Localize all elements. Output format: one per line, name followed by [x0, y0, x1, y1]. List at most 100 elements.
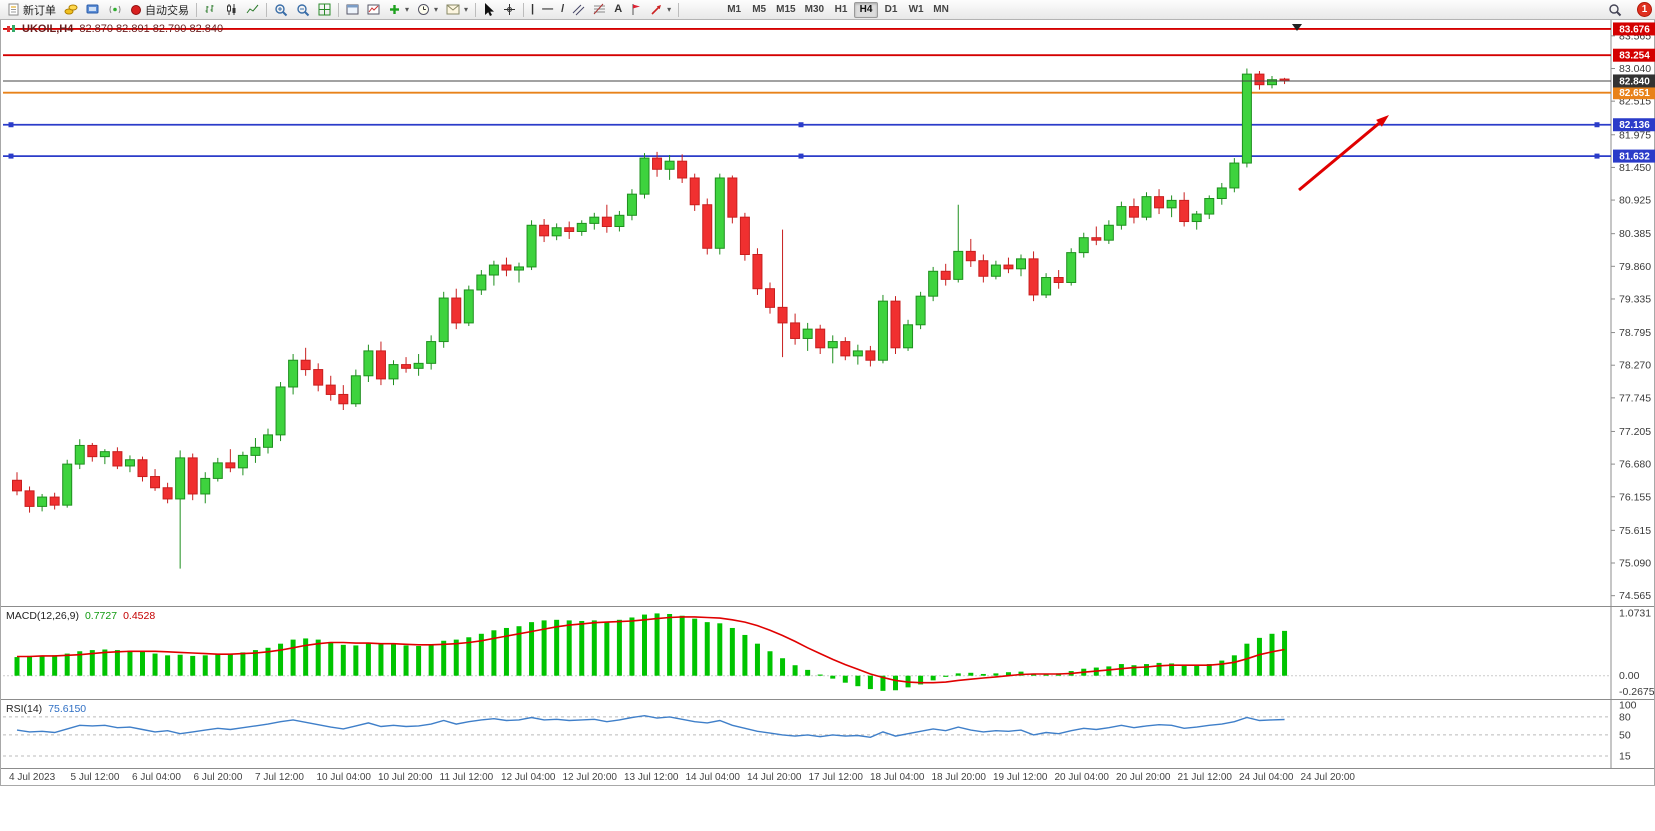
window-chart-icon — [367, 4, 380, 15]
timeframe-button-mn[interactable]: MN — [933, 4, 949, 15]
time-axis[interactable]: 4 Jul 2023 5 Jul 12:00 6 Jul 04:00 6 Jul 20… — [1, 768, 1654, 785]
time-label: 7 Jul 12:00 — [255, 772, 304, 783]
candle — [1028, 251, 1039, 302]
macd-histogram-bar — [165, 655, 171, 676]
price-tick-label: 80.385 — [1619, 228, 1651, 240]
zoom-out-button[interactable] — [292, 1, 314, 18]
candle — [1229, 158, 1240, 193]
autotrading-button[interactable]: 自动交易 — [126, 1, 193, 18]
macd-histogram-bar — [1194, 665, 1200, 676]
candle — [451, 288, 462, 330]
equidistant-channel-button[interactable] — [568, 1, 589, 18]
candle — [112, 447, 123, 470]
fibonacci-button[interactable] — [589, 1, 610, 18]
macd-histogram-bar — [315, 639, 321, 676]
line-handle[interactable] — [8, 122, 14, 128]
price-badge — [1613, 86, 1655, 100]
timeframe-button-m15[interactable]: M15 — [776, 4, 796, 15]
candle — [865, 345, 876, 367]
macd-histogram-bar — [14, 657, 20, 676]
macd-histogram-bar — [704, 622, 710, 676]
vertical-line-icon: | — [531, 3, 535, 15]
line-handle[interactable] — [798, 122, 804, 128]
clock-icon — [418, 4, 430, 15]
timeframe-button-h4[interactable]: H4 — [854, 1, 879, 18]
indicators-window-button[interactable] — [342, 1, 363, 18]
periods-dropdown-button[interactable]: ▾ — [413, 1, 442, 18]
line-handle[interactable] — [8, 153, 14, 159]
arrows-dropdown-button[interactable]: ▾ — [646, 1, 675, 18]
bar-chart-button[interactable] — [200, 1, 221, 18]
crosshair-button[interactable] — [499, 1, 520, 18]
macd-histogram-bar — [39, 656, 45, 676]
time-label: 5 Jul 12:00 — [70, 772, 120, 783]
timeframe-button-w1[interactable]: W1 — [908, 4, 924, 15]
macd-histogram-bar — [290, 639, 296, 676]
timeframe-button-m30[interactable]: M30 — [804, 4, 825, 15]
macd-histogram-bar — [27, 655, 33, 676]
line-chart-button[interactable] — [242, 1, 263, 18]
timeframe-button-m5[interactable]: M5 — [752, 4, 767, 15]
line-handle[interactable] — [798, 153, 804, 159]
horizontal-line-button[interactable]: — — [538, 1, 557, 18]
new-order-button[interactable]: 新订单 — [3, 1, 60, 18]
candlestick-chart-button[interactable] — [221, 1, 242, 18]
timeframe-button-m1[interactable]: M1 — [727, 4, 742, 15]
add-indicator-button[interactable]: ▾ — [384, 1, 413, 18]
candle — [1241, 68, 1252, 168]
dropdown-caret-icon: ▾ — [464, 5, 469, 14]
macd-histogram-bar — [1206, 664, 1212, 676]
templates-dropdown-button[interactable]: ▾ — [442, 1, 472, 18]
trendline-button[interactable]: / — [557, 1, 568, 18]
charts-button[interactable] — [60, 1, 82, 18]
candle — [438, 291, 449, 348]
candle — [225, 449, 236, 473]
candle — [1041, 273, 1052, 299]
autotrading-status-icon — [131, 4, 141, 15]
cursor-button[interactable] — [479, 1, 499, 18]
objects-window-button[interactable] — [363, 1, 384, 18]
text-button[interactable]: A — [610, 1, 626, 18]
search-button[interactable] — [1604, 1, 1626, 18]
macd-histogram-bar — [541, 620, 547, 676]
candle — [150, 469, 161, 491]
text-label-button[interactable] — [626, 1, 646, 18]
macd-histogram-bar — [742, 634, 748, 676]
macd-histogram-bar — [654, 613, 660, 676]
chart-window: 83.565 83.040 82.515 81.975 81.450 80.925 80.3… — [0, 20, 1655, 786]
signals-button[interactable] — [104, 1, 126, 18]
price-tick-label: 81.975 — [1619, 129, 1651, 141]
line-handle[interactable] — [1594, 122, 1600, 128]
scroll-position-marker[interactable] — [1292, 24, 1302, 31]
candle — [564, 221, 575, 239]
annotation-arrow-head[interactable] — [1376, 115, 1389, 127]
zoom-in-button[interactable] — [270, 1, 292, 18]
macd-canvas[interactable]: 1.0731 0.00 -0.2675 — [1, 607, 1655, 699]
dropdown-caret-icon: ▾ — [434, 5, 439, 14]
rsi-line — [16, 714, 1285, 739]
candle — [463, 285, 474, 327]
rsi-axis-label: 15 — [1619, 750, 1631, 762]
macd-histogram-bar — [127, 650, 133, 676]
candle — [1003, 257, 1014, 274]
vertical-line-button[interactable]: | — [527, 1, 538, 18]
timeframe-button-d1[interactable]: D1 — [884, 4, 898, 15]
macd-histogram-bar — [466, 637, 472, 676]
cursor-icon — [485, 3, 495, 16]
tile-windows-button[interactable] — [314, 1, 335, 18]
main-chart-canvas[interactable]: 83.56583.04082.51581.97581.45080.92580.3… — [1, 20, 1655, 606]
timeframe-button-h1[interactable]: H1 — [834, 4, 848, 15]
market-watch-button[interactable] — [82, 1, 104, 18]
candle — [614, 210, 625, 232]
candle — [24, 486, 35, 513]
toolbar-separator — [266, 2, 267, 17]
macd-histogram-bar — [1031, 673, 1037, 676]
annotation-arrow[interactable] — [1298, 122, 1380, 192]
line-handle[interactable] — [1594, 153, 1600, 159]
time-label: 24 Jul 04:00 — [1239, 772, 1294, 783]
candle — [639, 153, 650, 199]
macd-histogram-bar — [1144, 664, 1149, 676]
notification-badge[interactable]: 1 — [1637, 2, 1652, 17]
green-plus-icon — [390, 5, 399, 14]
